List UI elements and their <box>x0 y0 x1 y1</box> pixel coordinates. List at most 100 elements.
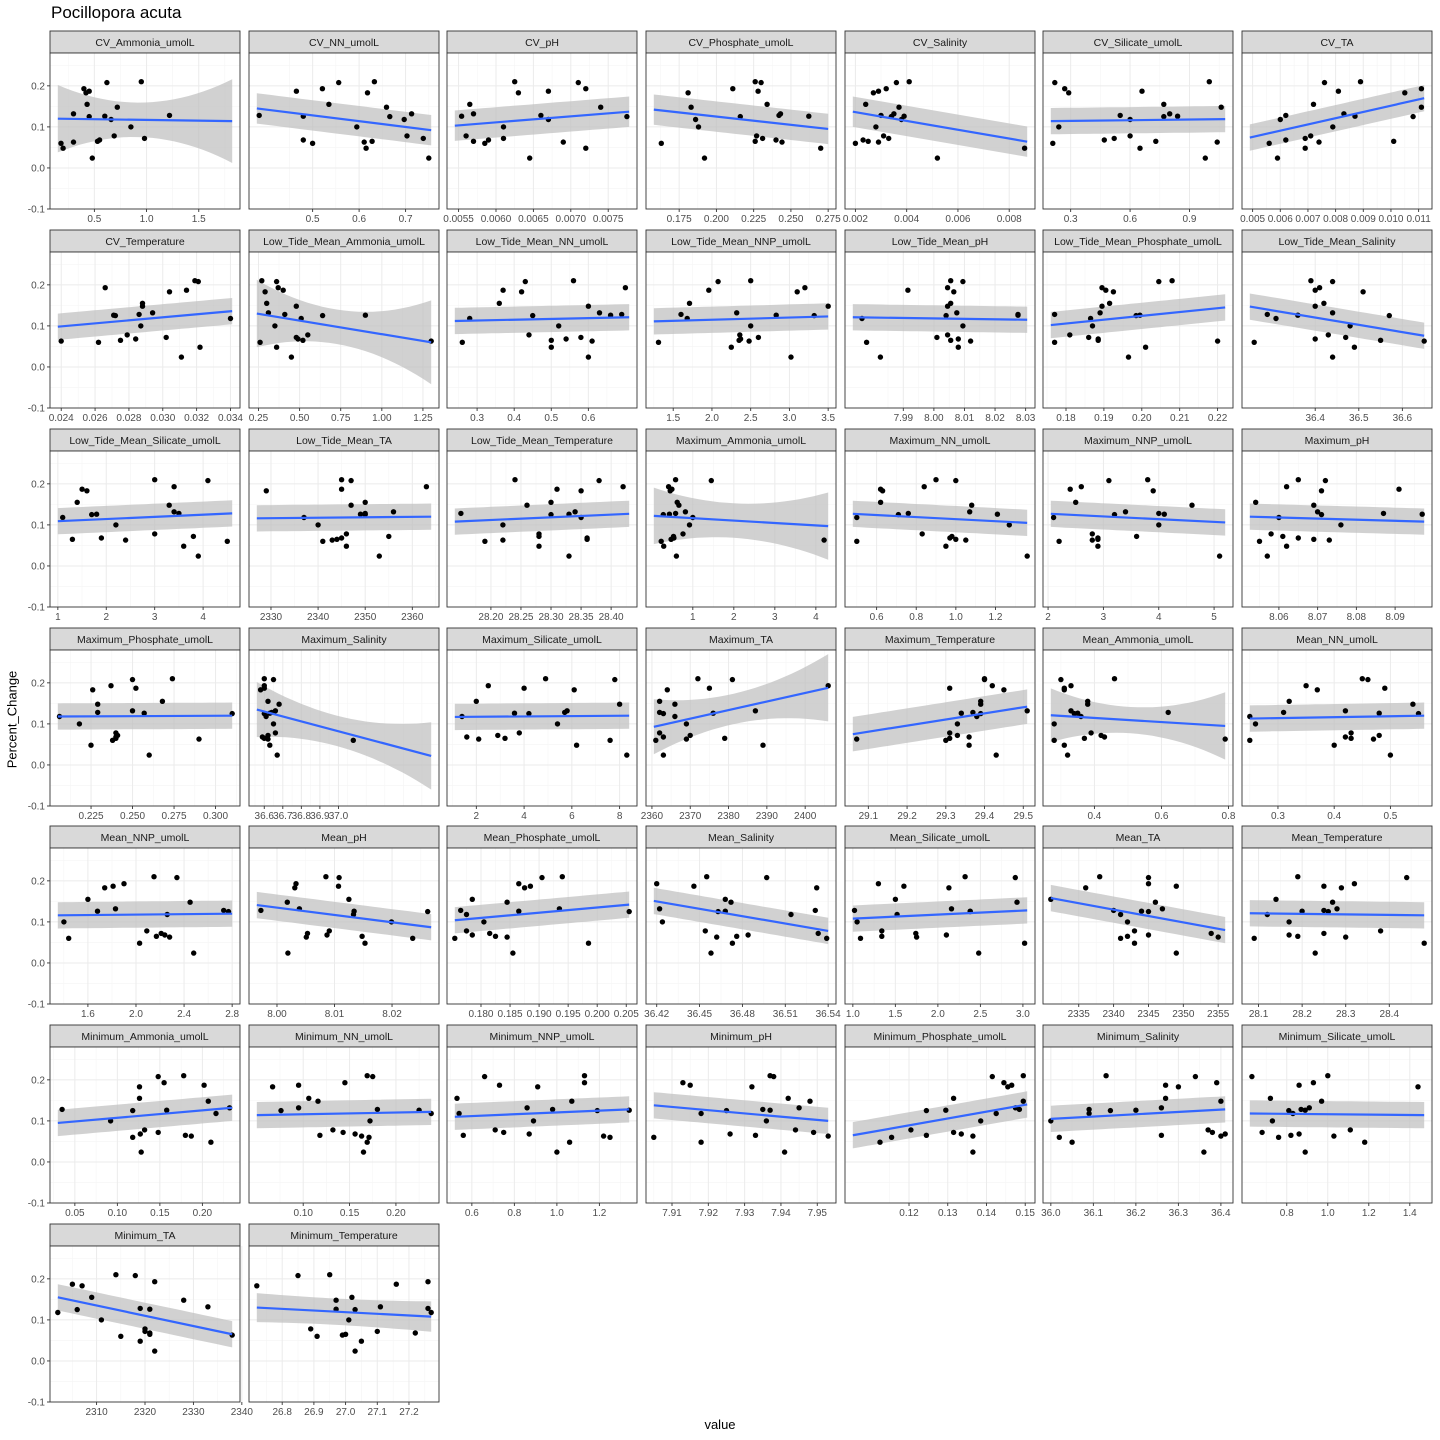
data-point <box>108 683 114 689</box>
x-tick-label: 8.07 <box>1308 612 1328 623</box>
data-point <box>612 676 618 683</box>
data-point <box>877 499 884 505</box>
data-point <box>865 138 871 144</box>
x-tick-label: 0.0060 <box>481 214 512 225</box>
data-point <box>58 338 64 344</box>
data-point <box>953 536 959 542</box>
data-point <box>948 278 954 284</box>
data-point <box>361 139 367 145</box>
data-point <box>278 1107 284 1114</box>
data-point <box>825 303 831 309</box>
facet-strip-label: Minimum_NNP_umolL <box>489 1031 594 1043</box>
data-point <box>571 687 577 693</box>
data-point <box>752 79 758 85</box>
data-point <box>530 1118 537 1124</box>
data-point <box>572 509 578 515</box>
panel-border <box>49 450 241 608</box>
data-point <box>1127 133 1133 139</box>
y-tick-label: -0.1 <box>28 603 46 614</box>
data-point <box>556 323 562 329</box>
data-point <box>1215 934 1221 940</box>
panel-border <box>1241 1046 1433 1204</box>
x-tick-label: 2355 <box>1207 1009 1230 1020</box>
data-point <box>144 928 150 934</box>
data-point <box>562 709 568 716</box>
data-point <box>159 698 166 704</box>
data-point <box>854 736 860 742</box>
x-tick-label: 0.25 <box>249 413 269 424</box>
data-point <box>1415 1084 1421 1090</box>
panel-border <box>1042 847 1234 1005</box>
data-point <box>810 1129 817 1136</box>
data-point <box>745 932 751 938</box>
x-tick-label: 1.4 <box>1403 1208 1417 1219</box>
x-tick-label: 0.6 <box>352 214 366 225</box>
data-point <box>1418 86 1425 92</box>
x-tick-label: 36.2 <box>1126 1208 1146 1219</box>
x-tick-label: 26.9 <box>304 1407 324 1418</box>
fit-line <box>852 705 1028 736</box>
y-tick-label: 0.1 <box>31 122 45 133</box>
data-point <box>1175 1084 1182 1090</box>
x-tick-label: 0.275 <box>816 214 841 225</box>
data-point <box>295 1105 302 1111</box>
panel-border <box>248 1046 440 1204</box>
data-point <box>1343 334 1349 341</box>
data-point <box>114 104 121 110</box>
data-point <box>691 883 697 889</box>
data-point <box>773 137 779 143</box>
y-tick-label: 0.1 <box>31 1116 45 1127</box>
data-point <box>1377 928 1384 934</box>
data-point <box>539 874 545 881</box>
data-point <box>960 278 966 285</box>
facet-strip-label: Low_Tide_Mean_NN_umolL <box>476 236 609 248</box>
panel-border <box>1241 52 1433 210</box>
panel-border <box>1241 847 1433 1005</box>
data-point <box>1173 883 1180 889</box>
facet-strip-label: Maximum_Salinity <box>301 634 387 646</box>
data-point <box>760 742 766 748</box>
data-point <box>58 140 64 146</box>
data-point <box>854 919 860 925</box>
data-point <box>95 709 101 716</box>
data-point <box>1321 907 1327 914</box>
data-point <box>1152 899 1159 905</box>
data-point <box>554 721 561 727</box>
x-tick-label: 0.007 <box>1295 214 1320 225</box>
x-tick-label: 2320 <box>134 1407 157 1418</box>
data-point <box>661 543 667 549</box>
data-point <box>1222 736 1228 742</box>
x-tick-label: 1.2 <box>989 612 1003 623</box>
panel-maximum-nn-umoll: Maximum_NN_umolL 0.6 0.8 1.0 1.2 <box>844 428 1036 623</box>
data-point <box>678 311 684 318</box>
x-tick-label: 0.18 <box>1056 413 1076 424</box>
data-point <box>943 1107 949 1113</box>
data-point <box>978 1118 984 1124</box>
x-tick-label: 2.4 <box>177 1009 191 1020</box>
data-point <box>1267 1095 1274 1102</box>
data-point <box>343 543 350 549</box>
data-point <box>1214 338 1221 344</box>
data-point <box>1273 896 1279 902</box>
data-point <box>1286 698 1292 704</box>
data-point <box>1312 303 1318 309</box>
data-point <box>958 710 964 716</box>
x-tick-label: 1.0 <box>846 1009 860 1020</box>
panel-border <box>49 1046 241 1204</box>
data-point <box>166 934 173 940</box>
x-tick-label: 0.6 <box>1123 214 1137 225</box>
data-point <box>1021 145 1028 151</box>
data-point <box>364 1139 370 1145</box>
data-point <box>701 155 708 161</box>
data-point <box>879 933 885 939</box>
data-point <box>1343 934 1349 940</box>
data-point <box>1015 312 1021 318</box>
data-point <box>802 285 808 291</box>
fit-line <box>1050 897 1226 932</box>
data-point <box>1097 874 1103 880</box>
data-point <box>863 339 870 345</box>
data-point <box>164 1107 170 1113</box>
x-tick-label: 2 <box>731 612 737 623</box>
x-tick-label: 28.35 <box>569 612 594 623</box>
panel-mean-phosphate-umoll: Mean_Phosphate_umolL 0.180 0.185 0.190 0.195… <box>446 825 639 1020</box>
